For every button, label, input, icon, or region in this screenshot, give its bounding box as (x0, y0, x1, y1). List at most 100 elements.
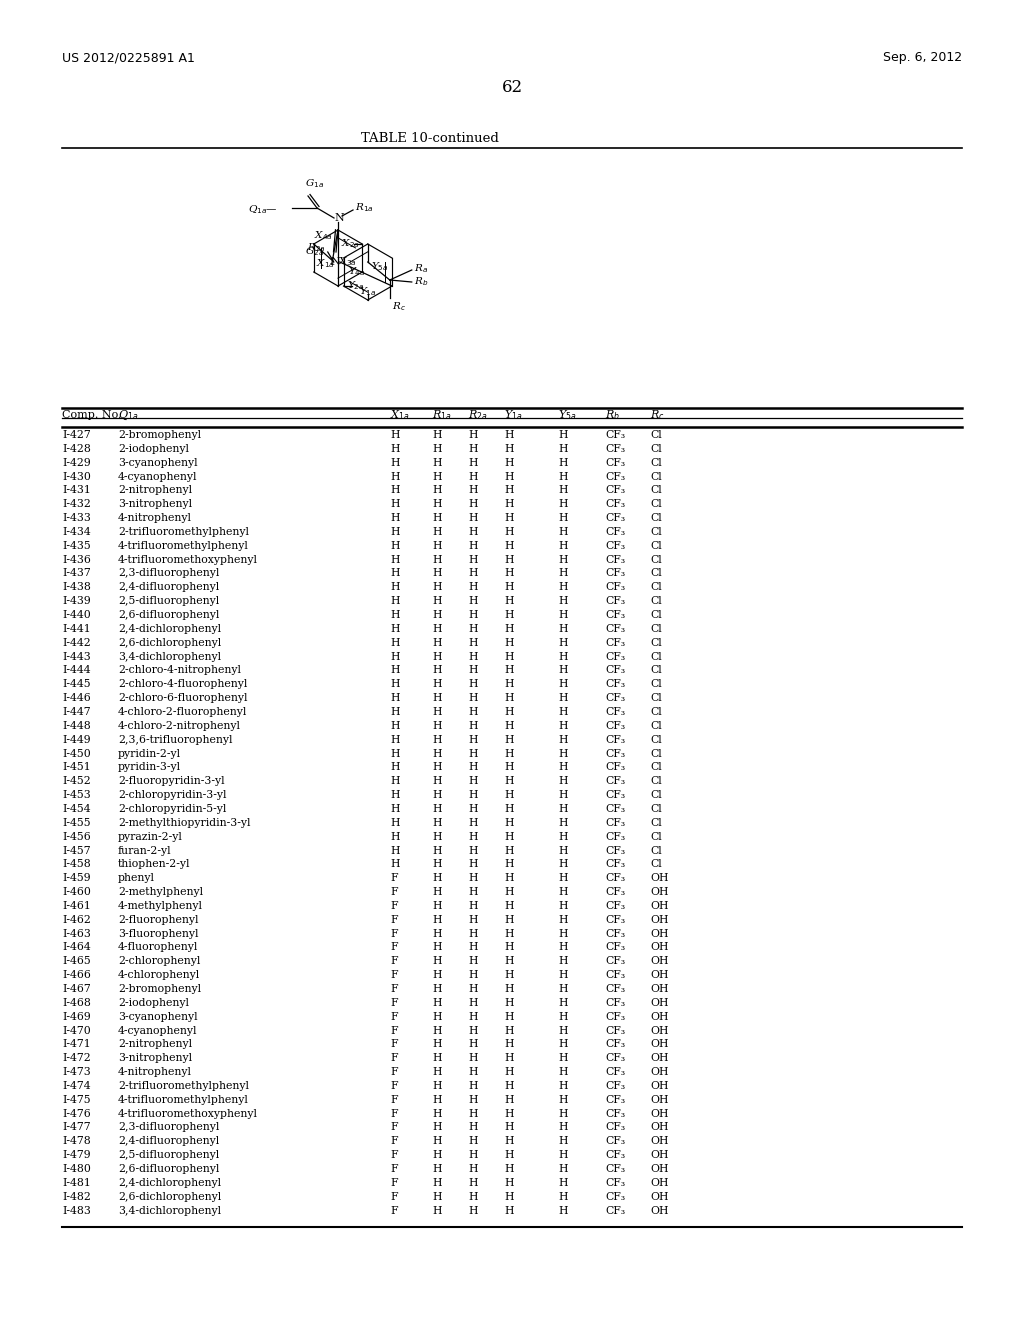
Text: OH: OH (650, 942, 669, 953)
Text: I-434: I-434 (62, 527, 91, 537)
Text: R$_b$: R$_b$ (414, 276, 428, 288)
Text: 2-chloro-4-nitrophenyl: 2-chloro-4-nitrophenyl (118, 665, 241, 676)
Text: H: H (558, 708, 567, 717)
Text: H: H (432, 942, 441, 953)
Text: H: H (558, 1081, 567, 1090)
Text: H: H (432, 680, 441, 689)
Text: OH: OH (650, 887, 669, 898)
Text: I-440: I-440 (62, 610, 91, 620)
Text: H: H (504, 1109, 513, 1118)
Text: H: H (558, 915, 567, 925)
Text: R$_{1a}$: R$_{1a}$ (355, 202, 374, 214)
Text: CF₃: CF₃ (605, 1205, 625, 1216)
Text: H: H (432, 597, 441, 606)
Text: F: F (390, 1122, 397, 1133)
Text: I-436: I-436 (62, 554, 91, 565)
Text: H: H (390, 582, 399, 593)
Text: H: H (468, 1150, 477, 1160)
Text: H: H (432, 970, 441, 981)
Text: Cl: Cl (650, 693, 662, 704)
Text: 3-fluorophenyl: 3-fluorophenyl (118, 928, 199, 939)
Text: H: H (468, 1122, 477, 1133)
Text: 4-chlorophenyl: 4-chlorophenyl (118, 970, 201, 981)
Text: R$_{1a}$: R$_{1a}$ (432, 408, 452, 422)
Text: H: H (504, 956, 513, 966)
Text: H: H (558, 942, 567, 953)
Text: OH: OH (650, 1026, 669, 1036)
Text: CF₃: CF₃ (605, 763, 625, 772)
Text: I-456: I-456 (62, 832, 91, 842)
Text: H: H (504, 1011, 513, 1022)
Text: Y$_{5a}$: Y$_{5a}$ (372, 260, 389, 273)
Text: I-464: I-464 (62, 942, 91, 953)
Text: H: H (468, 1039, 477, 1049)
Text: H: H (558, 1150, 567, 1160)
Text: I-429: I-429 (62, 458, 91, 467)
Text: H: H (390, 638, 399, 648)
Text: H: H (558, 1026, 567, 1036)
Text: OH: OH (650, 983, 669, 994)
Text: F: F (390, 874, 397, 883)
Text: H: H (468, 1094, 477, 1105)
Text: H: H (468, 1177, 477, 1188)
Text: 2,5-difluorophenyl: 2,5-difluorophenyl (118, 597, 219, 606)
Text: H: H (558, 776, 567, 787)
Text: H: H (432, 900, 441, 911)
Text: Cl: Cl (650, 708, 662, 717)
Text: Cl: Cl (650, 735, 662, 744)
Text: H: H (468, 1137, 477, 1146)
Text: H: H (432, 983, 441, 994)
Text: H: H (558, 874, 567, 883)
Text: CF₃: CF₃ (605, 956, 625, 966)
Text: H: H (504, 1205, 513, 1216)
Text: H: H (558, 1011, 567, 1022)
Text: Cl: Cl (650, 499, 662, 510)
Text: OH: OH (650, 1067, 669, 1077)
Text: H: H (390, 541, 399, 550)
Text: Cl: Cl (650, 763, 662, 772)
Text: H: H (504, 942, 513, 953)
Text: F: F (390, 887, 397, 898)
Text: H: H (504, 1067, 513, 1077)
Text: F: F (390, 942, 397, 953)
Text: H: H (558, 527, 567, 537)
Text: F: F (390, 1177, 397, 1188)
Text: H: H (504, 1026, 513, 1036)
Text: CF₃: CF₃ (605, 887, 625, 898)
Text: H: H (504, 859, 513, 870)
Text: H: H (558, 763, 567, 772)
Text: I-462: I-462 (62, 915, 91, 925)
Text: I-432: I-432 (62, 499, 91, 510)
Text: H: H (390, 791, 399, 800)
Text: CF₃: CF₃ (605, 554, 625, 565)
Text: CF₃: CF₃ (605, 1164, 625, 1173)
Text: I-481: I-481 (62, 1177, 91, 1188)
Text: CF₃: CF₃ (605, 1137, 625, 1146)
Text: H: H (504, 486, 513, 495)
Text: OH: OH (650, 1109, 669, 1118)
Text: 2,6-difluorophenyl: 2,6-difluorophenyl (118, 610, 219, 620)
Text: H: H (504, 748, 513, 759)
Text: H: H (558, 1164, 567, 1173)
Text: 2-chloro-6-fluorophenyl: 2-chloro-6-fluorophenyl (118, 693, 248, 704)
Text: H: H (558, 444, 567, 454)
Text: H: H (504, 569, 513, 578)
Text: CF₃: CF₃ (605, 486, 625, 495)
Text: Cl: Cl (650, 638, 662, 648)
Text: CF₃: CF₃ (605, 708, 625, 717)
Text: Cl: Cl (650, 610, 662, 620)
Text: CF₃: CF₃ (605, 1081, 625, 1090)
Text: H: H (390, 610, 399, 620)
Text: Cl: Cl (650, 458, 662, 467)
Text: X$_{3a}$: X$_{3a}$ (339, 256, 357, 268)
Text: H: H (390, 776, 399, 787)
Text: CF₃: CF₃ (605, 998, 625, 1008)
Text: F: F (390, 1150, 397, 1160)
Text: I-468: I-468 (62, 998, 91, 1008)
Text: F: F (390, 1137, 397, 1146)
Text: H: H (468, 708, 477, 717)
Text: H: H (558, 1053, 567, 1063)
Text: H: H (558, 1122, 567, 1133)
Text: CF₃: CF₃ (605, 569, 625, 578)
Text: H: H (468, 665, 477, 676)
